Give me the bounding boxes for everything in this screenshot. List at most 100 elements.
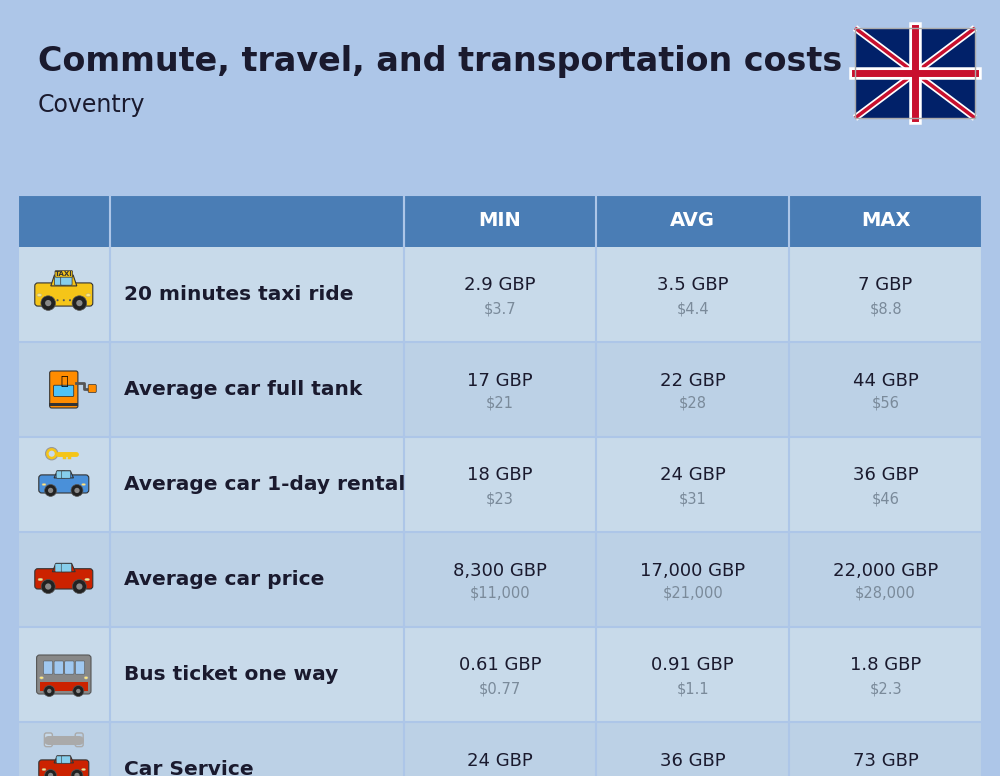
- Bar: [18, 437, 982, 532]
- Text: 22 GBP: 22 GBP: [660, 372, 726, 390]
- FancyBboxPatch shape: [39, 760, 89, 776]
- Text: $0.77: $0.77: [479, 681, 521, 696]
- FancyBboxPatch shape: [50, 371, 78, 408]
- Text: Average car full tank: Average car full tank: [124, 380, 362, 399]
- FancyBboxPatch shape: [75, 661, 85, 674]
- Text: 36 GBP: 36 GBP: [660, 751, 726, 770]
- Text: $46: $46: [872, 491, 900, 506]
- Bar: [18, 342, 982, 437]
- Text: 24 GBP: 24 GBP: [467, 751, 533, 770]
- Text: 44 GBP: 44 GBP: [853, 372, 918, 390]
- Bar: [18, 532, 982, 627]
- Bar: [40, 682, 88, 691]
- Ellipse shape: [42, 483, 46, 486]
- Circle shape: [46, 737, 51, 743]
- Text: 24 GBP: 24 GBP: [660, 466, 726, 484]
- Circle shape: [45, 584, 51, 590]
- Text: 22,000 GBP: 22,000 GBP: [833, 562, 938, 580]
- FancyBboxPatch shape: [54, 385, 74, 397]
- FancyBboxPatch shape: [55, 563, 65, 572]
- FancyBboxPatch shape: [56, 471, 65, 478]
- Ellipse shape: [85, 578, 90, 580]
- Circle shape: [41, 580, 55, 594]
- FancyBboxPatch shape: [54, 275, 66, 286]
- Ellipse shape: [84, 677, 88, 679]
- Bar: [18, 247, 982, 342]
- Text: 17,000 GBP: 17,000 GBP: [640, 562, 745, 580]
- Text: 💧: 💧: [60, 375, 68, 388]
- Circle shape: [71, 484, 83, 497]
- Text: Bus ticket one way: Bus ticket one way: [124, 665, 338, 684]
- Circle shape: [47, 689, 51, 693]
- Text: Car Service: Car Service: [124, 760, 253, 776]
- Text: 18 GBP: 18 GBP: [467, 466, 533, 484]
- Text: 3.5 GBP: 3.5 GBP: [657, 276, 729, 295]
- Ellipse shape: [82, 768, 86, 771]
- Text: Coventry: Coventry: [38, 93, 146, 117]
- Ellipse shape: [37, 294, 42, 296]
- Text: 2.9 GBP: 2.9 GBP: [464, 276, 536, 295]
- Text: $3.7: $3.7: [484, 301, 516, 316]
- Text: $8.8: $8.8: [869, 301, 902, 316]
- Circle shape: [46, 448, 58, 460]
- Text: $1.1: $1.1: [676, 681, 709, 696]
- Circle shape: [45, 300, 51, 307]
- Polygon shape: [54, 756, 73, 763]
- Text: $28,000: $28,000: [855, 586, 916, 601]
- Circle shape: [48, 773, 53, 776]
- Circle shape: [74, 773, 80, 776]
- Text: 1.8 GBP: 1.8 GBP: [850, 656, 921, 674]
- FancyBboxPatch shape: [88, 385, 96, 393]
- Circle shape: [71, 770, 83, 776]
- Text: 36 GBP: 36 GBP: [853, 466, 918, 484]
- Polygon shape: [52, 563, 75, 572]
- FancyBboxPatch shape: [37, 655, 91, 694]
- FancyBboxPatch shape: [61, 756, 71, 764]
- FancyBboxPatch shape: [44, 733, 52, 747]
- Text: $56: $56: [872, 396, 900, 411]
- Text: MIN: MIN: [479, 212, 521, 230]
- Circle shape: [63, 300, 65, 301]
- FancyBboxPatch shape: [35, 569, 93, 589]
- Circle shape: [45, 484, 57, 497]
- Text: AVG: AVG: [670, 212, 715, 230]
- Circle shape: [76, 300, 83, 307]
- Circle shape: [76, 689, 81, 693]
- FancyBboxPatch shape: [54, 661, 63, 674]
- FancyBboxPatch shape: [61, 563, 72, 572]
- Circle shape: [76, 584, 83, 590]
- Polygon shape: [54, 471, 73, 478]
- Circle shape: [73, 685, 84, 697]
- Text: 73 GBP: 73 GBP: [853, 751, 918, 770]
- Ellipse shape: [42, 768, 46, 771]
- Text: $21: $21: [486, 396, 514, 411]
- Bar: [855, 28, 975, 118]
- Circle shape: [46, 737, 51, 743]
- Bar: [855, 28, 975, 118]
- Bar: [18, 722, 982, 776]
- Text: 0.91 GBP: 0.91 GBP: [651, 656, 734, 674]
- Bar: [49, 403, 78, 406]
- Text: 7 GBP: 7 GBP: [858, 276, 913, 295]
- Text: 0.61 GBP: 0.61 GBP: [459, 656, 541, 674]
- FancyBboxPatch shape: [55, 271, 73, 277]
- Circle shape: [41, 296, 55, 310]
- Circle shape: [72, 296, 87, 310]
- Bar: [18, 195, 982, 247]
- Text: Average car 1-day rental: Average car 1-day rental: [124, 475, 405, 494]
- Circle shape: [69, 300, 71, 301]
- Ellipse shape: [40, 677, 44, 679]
- Text: $28: $28: [679, 396, 707, 411]
- Circle shape: [76, 737, 82, 743]
- Circle shape: [45, 770, 57, 776]
- FancyBboxPatch shape: [56, 756, 65, 764]
- Text: 17 GBP: 17 GBP: [467, 372, 533, 390]
- Circle shape: [72, 580, 86, 594]
- Text: TAXI: TAXI: [55, 271, 73, 277]
- Text: 20 minutes taxi ride: 20 minutes taxi ride: [124, 285, 353, 304]
- Bar: [18, 627, 982, 722]
- Text: $4.4: $4.4: [676, 301, 709, 316]
- Text: Commute, travel, and transportation costs: Commute, travel, and transportation cost…: [38, 46, 842, 78]
- Text: Average car price: Average car price: [124, 570, 324, 589]
- Circle shape: [44, 685, 55, 697]
